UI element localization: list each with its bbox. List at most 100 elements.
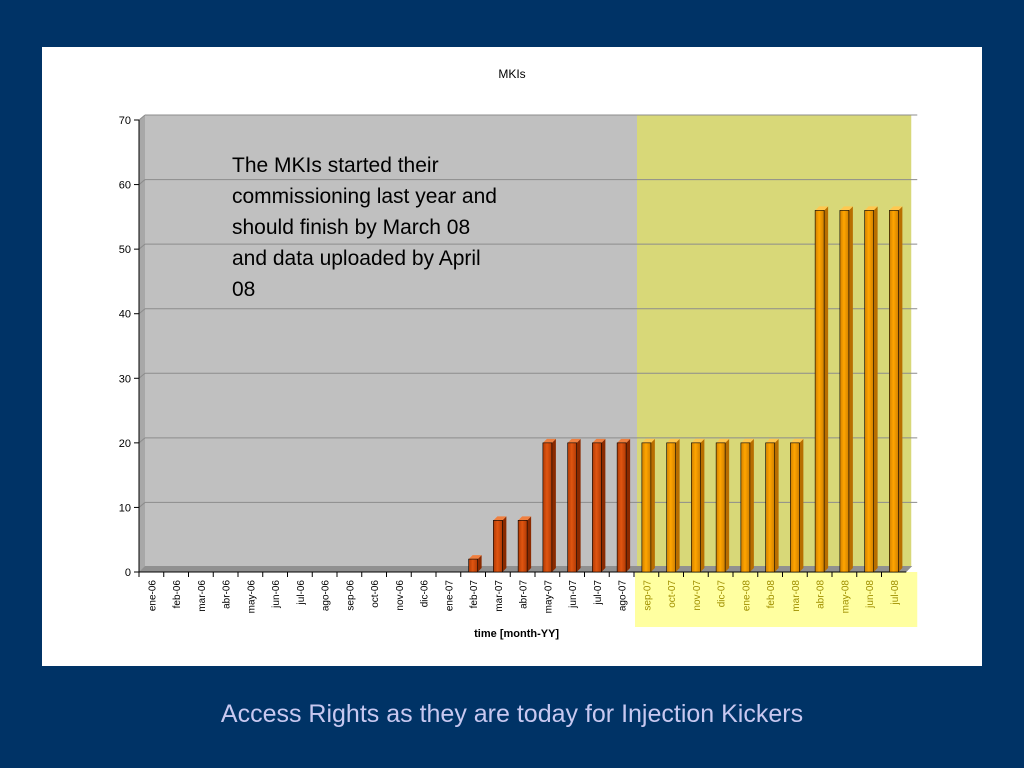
bar-side	[626, 438, 631, 572]
x-tick-label: abr-08	[816, 580, 827, 609]
bar-side	[799, 438, 804, 572]
x-tick-label: dic-06	[420, 580, 431, 608]
x-tick-label: sep-06	[345, 580, 356, 611]
bar-top	[740, 438, 754, 443]
x-tick-label: ene-08	[741, 580, 752, 612]
bar-top	[790, 438, 804, 443]
gridline-side	[138, 437, 146, 444]
bar-mar-07	[493, 520, 503, 573]
bar-top	[641, 438, 655, 443]
x-tick-label: jun-08	[865, 580, 876, 609]
y-tick-label: 60	[119, 180, 131, 192]
x-tick-label: dic-07	[717, 580, 728, 608]
bar-side	[848, 206, 853, 572]
bar-side	[700, 438, 705, 572]
gridline-side	[138, 502, 146, 508]
slide-caption: Access Rights as they are today for Inje…	[220, 700, 804, 728]
bar-side	[551, 438, 556, 572]
gridline-side	[138, 372, 146, 379]
bar-feb-07	[468, 558, 478, 573]
bar-ene-08	[740, 442, 751, 573]
x-tick-label: abr-06	[222, 580, 233, 609]
gridline-side	[138, 179, 146, 185]
bar-side	[749, 438, 754, 572]
x-tick-label: jul-08	[890, 580, 901, 606]
x-tick-label: oct-07	[667, 580, 678, 608]
bar-side	[898, 206, 903, 572]
bar-side	[725, 438, 730, 572]
bar-side	[502, 516, 507, 572]
bar-ago-07	[616, 442, 627, 573]
bar-sep-07	[641, 442, 652, 573]
bar-abr-08	[814, 210, 825, 573]
x-tick-label: ago-07	[618, 580, 629, 612]
x-tick-label: sep-07	[642, 580, 653, 611]
gridline-side	[138, 308, 146, 315]
x-tick-label: mar-07	[494, 580, 505, 612]
x-tick-label: may-08	[840, 580, 851, 614]
bar-oct-07	[666, 442, 676, 573]
x-tick-label: jul-06	[296, 580, 307, 606]
bar-side	[824, 206, 829, 572]
x-tick-label: jul-07	[593, 580, 604, 606]
x-tick-label: jun-06	[271, 580, 282, 609]
bar-side	[527, 516, 532, 572]
bar-feb-08	[765, 442, 775, 573]
bar-top	[468, 555, 482, 560]
bar-top	[815, 206, 829, 211]
x-tick-label: nov-06	[395, 580, 406, 611]
x-tick-label: abr-07	[519, 580, 530, 609]
y-tick-label: 40	[119, 309, 131, 321]
x-tick-label: nov-07	[692, 580, 703, 611]
y-tick-label: 50	[119, 244, 131, 256]
x-tick-label: feb-08	[766, 580, 777, 609]
x-tick-label: mar-06	[197, 580, 208, 612]
bar-top	[542, 438, 556, 443]
bar-top	[864, 206, 878, 211]
bar-top	[765, 438, 779, 443]
bar-mar-08	[790, 442, 800, 573]
x-tick-label: may-07	[543, 580, 554, 614]
x-tick-label: may-06	[246, 580, 257, 614]
bar-side	[576, 438, 581, 572]
bar-top	[889, 206, 903, 211]
bar-nov-07	[691, 442, 701, 573]
bar-side	[873, 206, 878, 572]
future-label-background	[635, 572, 918, 627]
chart-title: MKIs	[498, 67, 525, 81]
chart-annotation: The MKIs started their commissioning las…	[232, 154, 497, 301]
bar-top	[518, 516, 532, 521]
x-tick-label: feb-06	[172, 580, 183, 609]
bar-side	[601, 438, 606, 572]
bar-top	[691, 438, 705, 443]
bar-top	[592, 438, 606, 443]
bar-jun-08	[864, 210, 874, 573]
x-tick-label: ago-06	[321, 580, 332, 612]
bar-top	[493, 516, 507, 521]
bar-may-07	[542, 442, 553, 573]
gridline-side	[138, 243, 146, 250]
y-tick-label: 30	[119, 373, 131, 385]
x-tick-label: mar-08	[791, 580, 802, 612]
plot-side-wall	[139, 115, 145, 572]
mki-bar-chart: MKIs 0 10 20 30 40 50 60 70 ene-06 feb-06 mar-06 abr…	[119, 67, 918, 640]
bar-top	[716, 438, 730, 443]
bar-jul-07	[592, 442, 602, 573]
bar-dic-07	[715, 442, 726, 573]
bar-jul-08	[889, 210, 899, 573]
bar-jun-07	[567, 442, 577, 573]
bar-abr-07	[517, 520, 528, 573]
bar-side	[650, 438, 655, 572]
y-tick-label: 20	[119, 438, 131, 450]
x-axis-label: time [month-YY]	[474, 628, 559, 640]
y-tick-label: 10	[119, 502, 131, 514]
x-tick-label: feb-07	[469, 580, 480, 609]
bar-side	[477, 555, 482, 572]
bar-side	[675, 438, 680, 572]
x-tick-label: ene-07	[444, 580, 455, 612]
bar-top	[839, 206, 853, 211]
chart-panel: MKIs 0 10 20 30 40 50 60 70 ene-06 feb-06 mar-06 abr…	[42, 47, 982, 666]
bar-top	[666, 438, 680, 443]
x-tick-label: jun-07	[568, 580, 579, 609]
